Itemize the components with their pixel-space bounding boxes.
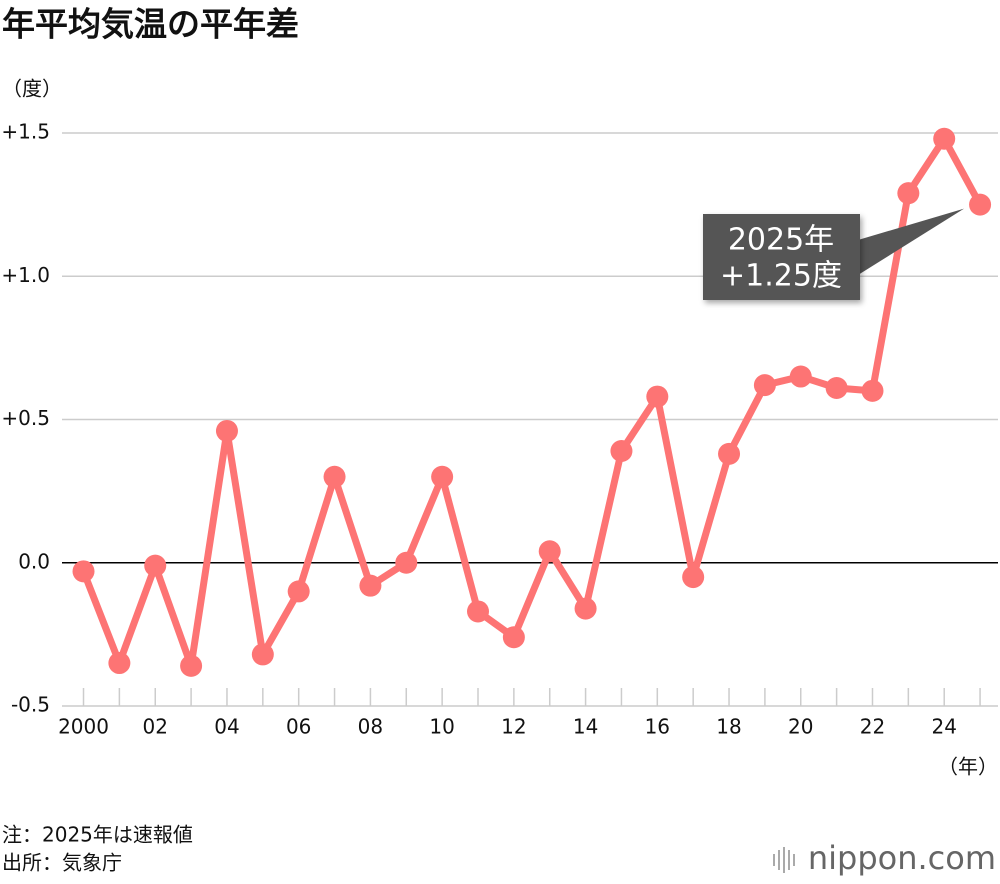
x-tick-label: 04 xyxy=(214,715,239,739)
x-tick-label: 10 xyxy=(429,715,454,739)
point xyxy=(431,465,454,488)
point xyxy=(753,374,776,397)
x-tick-label: 12 xyxy=(501,715,526,739)
logo: nippon.com xyxy=(808,839,996,877)
point xyxy=(215,419,238,442)
point xyxy=(861,379,884,402)
y-tick-label: +1.5 xyxy=(1,120,50,144)
annotation: 2025年+1.25度 xyxy=(703,208,965,300)
x-tick-label: 16 xyxy=(645,715,670,739)
point xyxy=(574,597,597,620)
point xyxy=(72,560,95,583)
point xyxy=(825,376,848,399)
y-tick-label: -0.5 xyxy=(11,693,50,717)
y-tick-label: +1.0 xyxy=(1,263,50,287)
point xyxy=(502,626,525,649)
y-tick-label: +0.5 xyxy=(1,406,50,430)
point xyxy=(395,551,418,574)
point xyxy=(969,193,992,216)
x-tick-label: 20 xyxy=(788,715,813,739)
x-tick-label: 08 xyxy=(358,715,383,739)
point xyxy=(610,440,633,463)
x-tick-label: 14 xyxy=(573,715,598,739)
annotation-box xyxy=(703,214,860,300)
point xyxy=(287,580,310,603)
point xyxy=(467,600,489,623)
point xyxy=(646,385,669,408)
annotation-text: 2025年 xyxy=(728,223,834,258)
point xyxy=(897,182,920,205)
x-tick-label: 18 xyxy=(716,715,741,739)
x-tick-label: 24 xyxy=(931,715,956,739)
x-tick-label: 22 xyxy=(860,715,885,739)
chart-title: 年平均気温の平年差 xyxy=(2,5,299,44)
point xyxy=(682,566,705,589)
point xyxy=(108,652,131,675)
point xyxy=(323,465,346,488)
note: 注：2025年は速報値 xyxy=(2,823,193,847)
logo-icon xyxy=(773,847,795,873)
point xyxy=(538,540,561,563)
point xyxy=(718,442,741,465)
point xyxy=(144,554,167,577)
note: 出所：気象庁 xyxy=(2,851,122,875)
x-tick-label: 02 xyxy=(143,715,168,739)
annotation-pointer xyxy=(858,208,965,275)
y-tick-label: 0.0 xyxy=(18,549,50,573)
point xyxy=(359,574,382,597)
x-tick-label: 06 xyxy=(286,715,311,739)
x-tick-label: 2000 xyxy=(58,715,109,739)
x-axis-label: （年） xyxy=(938,755,998,779)
point xyxy=(251,643,274,666)
annotation-text: +1.25度 xyxy=(720,259,842,294)
point xyxy=(180,654,203,677)
point xyxy=(933,127,956,150)
point xyxy=(789,365,812,388)
y-axis-label: （度） xyxy=(2,77,62,101)
